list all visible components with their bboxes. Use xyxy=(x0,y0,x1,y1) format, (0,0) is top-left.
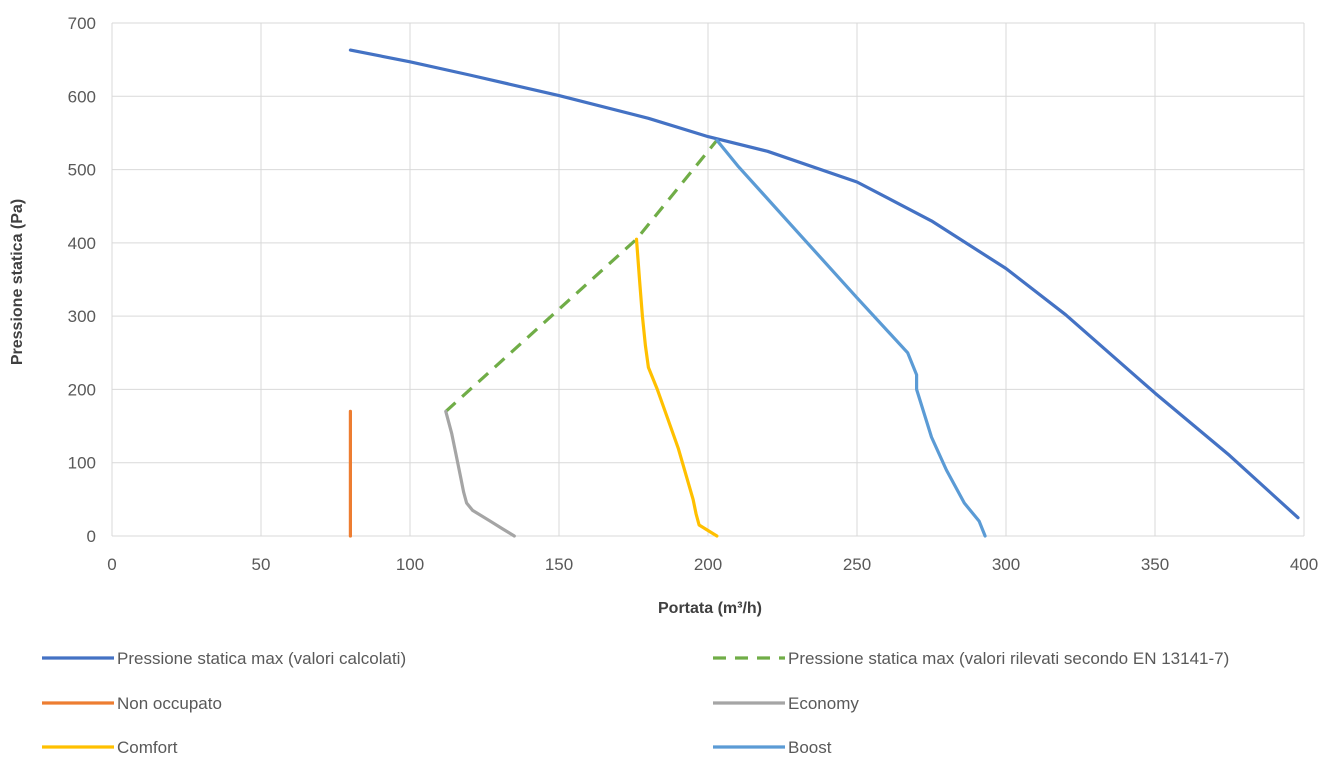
y-tick-label: 700 xyxy=(68,14,96,33)
legend-label: Pressione statica max (valori calcolati) xyxy=(117,649,406,668)
legend-label: Boost xyxy=(788,738,832,757)
x-axis-ticks: 0 50 100 150 200 250 300 350 400 xyxy=(107,555,1318,574)
series-layer xyxy=(348,48,1300,538)
series-line-5 xyxy=(715,138,987,538)
x-tick-label: 200 xyxy=(694,555,722,574)
legend-item: Boost xyxy=(713,738,832,757)
series-line-3 xyxy=(444,409,516,538)
grid xyxy=(111,22,1305,537)
y-tick-label: 600 xyxy=(68,87,96,106)
x-tick-label: 150 xyxy=(545,555,573,574)
legend-item: Non occupato xyxy=(42,694,222,713)
legend-item: Pressione statica max (valori calcolati) xyxy=(42,649,406,668)
series-line-1 xyxy=(444,139,719,413)
y-tick-label: 200 xyxy=(68,380,96,399)
legend-item: Comfort xyxy=(42,738,178,757)
legend-label: Economy xyxy=(788,694,859,713)
x-tick-label: 400 xyxy=(1290,555,1318,574)
x-tick-label: 100 xyxy=(396,555,424,574)
x-tick-label: 250 xyxy=(843,555,871,574)
x-tick-label: 50 xyxy=(252,555,271,574)
x-tick-label: 300 xyxy=(992,555,1020,574)
y-tick-label: 0 xyxy=(87,527,96,546)
y-tick-label: 400 xyxy=(68,234,96,253)
legend-label: Comfort xyxy=(117,738,178,757)
y-tick-label: 500 xyxy=(68,161,96,180)
legend-item: Pressione statica max (valori rilevati s… xyxy=(713,649,1229,668)
legend-item: Economy xyxy=(713,694,859,713)
y-tick-label: 300 xyxy=(68,307,96,326)
y-axis-title: Pressione statica (Pa) xyxy=(9,199,26,365)
series-line-4 xyxy=(634,237,719,538)
legend: Pressione statica max (valori calcolati)… xyxy=(42,649,1229,757)
x-tick-label: 0 xyxy=(107,555,116,574)
legend-label: Non occupato xyxy=(117,694,222,713)
legend-label: Pressione statica max (valori rilevati s… xyxy=(788,649,1229,668)
y-tick-label: 100 xyxy=(68,454,96,473)
x-axis-title: Portata (m³/h) xyxy=(658,600,762,617)
y-axis-ticks: 0 100 200 300 400 500 600 700 xyxy=(68,14,96,546)
x-tick-label: 350 xyxy=(1141,555,1169,574)
series-line-0 xyxy=(348,48,1300,520)
